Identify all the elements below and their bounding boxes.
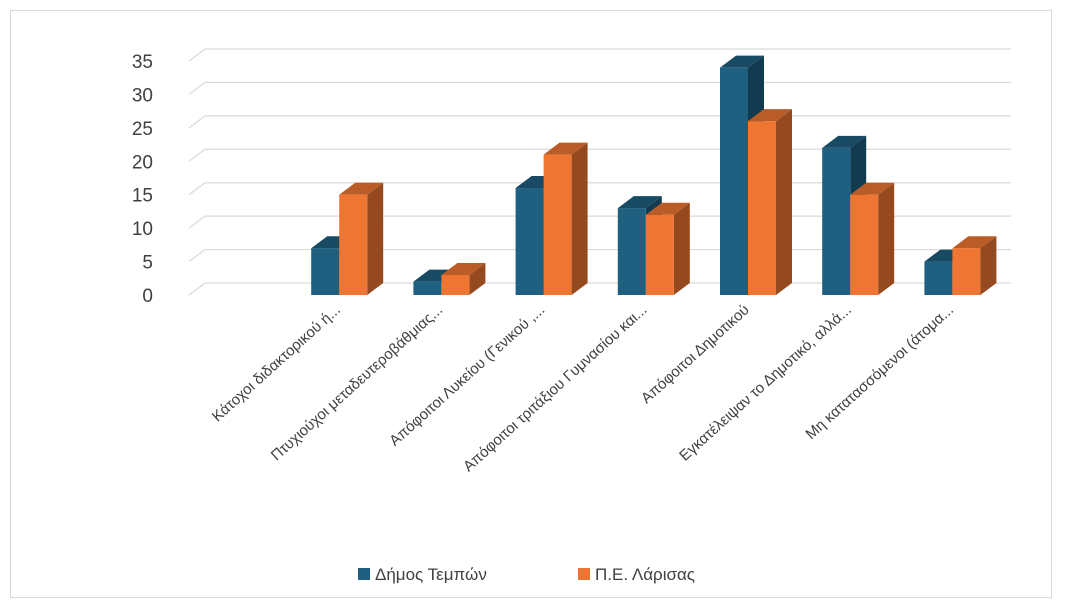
bar-top-face <box>645 202 690 215</box>
bar-top-face <box>850 182 895 195</box>
legend-item: Δήμος Τεμπών <box>358 565 487 584</box>
bar-front-face <box>543 154 572 295</box>
bar-top-face <box>720 55 764 68</box>
bar-front-face <box>850 194 879 295</box>
gridline-stub <box>188 249 206 263</box>
bar-front-face <box>515 188 544 295</box>
y-tick-label: 30 <box>132 85 153 106</box>
y-tick-label: 25 <box>132 119 153 140</box>
bar <box>645 202 690 295</box>
bar-front-face <box>720 67 748 295</box>
bar-front-face <box>748 121 776 296</box>
bar-front-face <box>311 248 340 295</box>
bar-front-face <box>645 214 674 295</box>
bar <box>748 109 792 296</box>
bar-chart: 0 5 10 15 20 25 30 35 Κάτοχοι διδακτορικού ή...… <box>132 48 1011 584</box>
y-tick-label: 10 <box>132 219 153 240</box>
bar-side-face <box>469 262 486 295</box>
chart-frame: 0 5 10 15 20 25 30 35 Κάτοχοι διδακτορικού ή...… <box>10 10 1052 598</box>
bar <box>850 182 895 295</box>
gridline-stub <box>188 215 206 229</box>
bar-top-face <box>543 142 588 155</box>
y-tick-label: 20 <box>132 152 153 173</box>
gridline-stub <box>188 115 206 129</box>
bar <box>441 262 486 295</box>
x-category-label: Εγκατέλειψαν το Δημοτικό, αλλά... <box>676 301 855 464</box>
legend-swatch <box>358 568 370 580</box>
bar-top-face <box>617 196 662 209</box>
bar-front-face <box>441 274 470 295</box>
bar-side-face <box>878 182 895 295</box>
bars <box>311 55 997 296</box>
bar-top-face <box>441 262 486 275</box>
bar <box>952 236 997 295</box>
bar <box>339 182 384 295</box>
bar-side-face <box>571 142 588 295</box>
bar <box>543 142 588 295</box>
x-axis-labels: Κάτοχοι διδακτορικού ή...Πτυχιούχοι μετα… <box>209 301 957 475</box>
bar-top-face <box>748 109 792 122</box>
bar-front-face <box>413 281 442 295</box>
gridline-stub <box>188 182 206 196</box>
bar-front-face <box>822 147 851 295</box>
y-tick-label: 0 <box>142 286 153 307</box>
x-category-label: Απόφοιτοι Δημοτικού <box>638 301 753 407</box>
bar-front-face <box>952 248 981 295</box>
legend: Δήμος Τεμπών Π.Ε. Λάρισας <box>358 565 695 584</box>
x-category-label: Πτυχιούχοι μεταδευτεροβάθμιας... <box>268 301 446 464</box>
gridline-stub <box>188 81 206 95</box>
bar-top-face <box>952 236 997 249</box>
gridline-stub <box>188 48 206 62</box>
y-tick-label: 5 <box>142 253 153 274</box>
gridline-stub <box>188 148 206 162</box>
bar-side-face <box>673 202 690 295</box>
gridline-stub <box>188 282 206 296</box>
bar-front-face <box>339 194 368 295</box>
legend-label: Π.Ε. Λάρισας <box>595 565 695 584</box>
legend-label: Δήμος Τεμπών <box>375 565 487 584</box>
y-tick-label: 15 <box>132 186 153 207</box>
bar-top-face <box>822 135 867 148</box>
bar-side-face <box>367 182 384 295</box>
bar-side-face <box>980 236 997 295</box>
y-axis-ticks: 0 5 10 15 20 25 30 35 <box>132 52 153 307</box>
bar-front-face <box>924 261 953 295</box>
bar-side-face <box>776 109 792 296</box>
x-category-label: Απόφοιτοι τριτάξιου Γυμνασίου και... <box>460 301 650 475</box>
legend-swatch <box>578 568 590 580</box>
bar-front-face <box>617 208 646 295</box>
bar-top-face <box>339 182 384 195</box>
y-tick-label: 35 <box>132 52 153 73</box>
legend-item: Π.Ε. Λάρισας <box>578 565 695 584</box>
